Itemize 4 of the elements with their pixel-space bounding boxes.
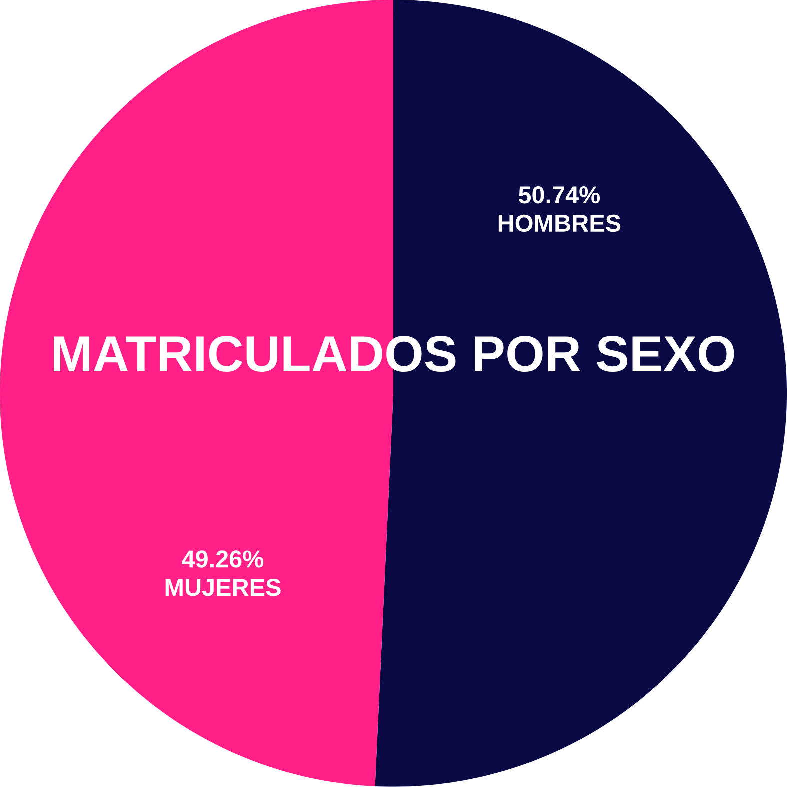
data-label: 49.26% bbox=[182, 550, 264, 568]
data-label: 50.74% bbox=[518, 186, 600, 204]
slice-label: HOMBRES bbox=[498, 214, 621, 232]
slice-label: MUJERES bbox=[166, 579, 281, 596]
